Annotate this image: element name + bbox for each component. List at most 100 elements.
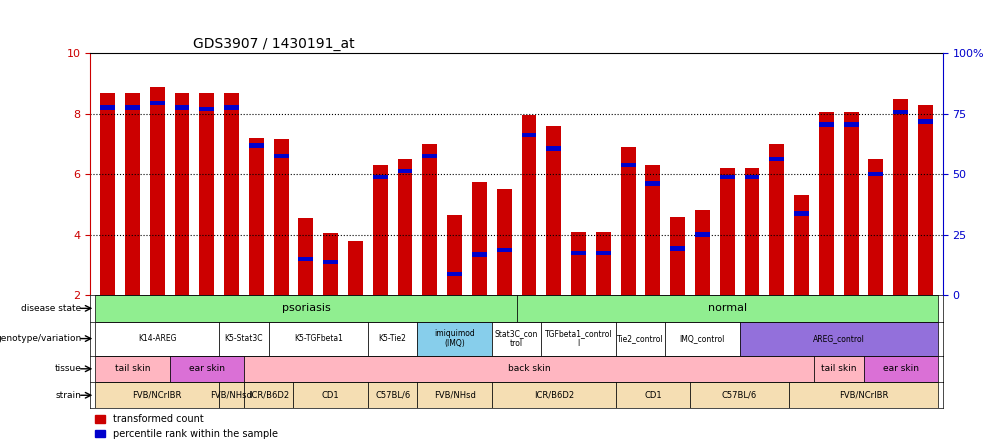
Y-axis label: tissue: tissue — [55, 365, 82, 373]
Bar — [496, 247, 511, 252]
Text: ICR/B6D2: ICR/B6D2 — [533, 391, 573, 400]
Bar — [149, 101, 164, 105]
Text: ear skin: ear skin — [882, 365, 918, 373]
Bar — [417, 321, 491, 356]
Bar — [243, 382, 294, 408]
Bar — [269, 321, 368, 356]
Text: FVB/NCrIBR: FVB/NCrIBR — [132, 391, 181, 400]
Bar — [348, 241, 363, 295]
Bar — [843, 122, 858, 127]
Text: FVB/NHsd: FVB/NHsd — [433, 391, 475, 400]
Bar — [299, 257, 313, 261]
Text: AREG_control: AREG_control — [812, 334, 864, 343]
Bar — [719, 168, 733, 295]
Bar — [223, 105, 238, 110]
Text: IMQ_control: IMQ_control — [679, 334, 724, 343]
Bar — [248, 143, 264, 148]
Bar — [814, 356, 863, 382]
Bar — [274, 139, 289, 295]
Bar — [644, 181, 659, 186]
Bar — [243, 356, 814, 382]
Bar — [274, 154, 289, 159]
Bar — [664, 321, 738, 356]
Bar — [843, 112, 858, 295]
Bar — [615, 382, 689, 408]
Text: FVB/NCrIBR: FVB/NCrIBR — [838, 391, 888, 400]
Bar — [689, 382, 789, 408]
Bar — [95, 382, 218, 408]
Text: K14-AREG: K14-AREG — [138, 334, 176, 343]
Bar — [125, 93, 139, 295]
Text: back skin: back skin — [507, 365, 550, 373]
Bar — [294, 382, 368, 408]
Bar — [694, 210, 709, 295]
Bar — [223, 93, 238, 295]
Bar — [447, 272, 462, 276]
Bar — [769, 157, 784, 161]
Text: GDS3907 / 1430191_at: GDS3907 / 1430191_at — [192, 37, 354, 51]
Bar — [669, 246, 684, 250]
Bar — [669, 217, 684, 295]
Text: FVB/NHsd: FVB/NHsd — [210, 391, 253, 400]
Bar — [100, 93, 115, 295]
Text: TGFbeta1_control
l: TGFbeta1_control l — [544, 329, 611, 348]
Bar — [694, 232, 709, 237]
Bar — [95, 356, 169, 382]
Y-axis label: strain: strain — [56, 391, 82, 400]
Bar — [323, 233, 338, 295]
Text: Tie2_control: Tie2_control — [616, 334, 663, 343]
Bar — [218, 321, 269, 356]
Bar — [368, 321, 417, 356]
Bar — [789, 382, 937, 408]
Text: CD1: CD1 — [322, 391, 339, 400]
Bar — [397, 159, 412, 295]
Bar — [546, 126, 560, 295]
Bar — [620, 163, 635, 167]
Y-axis label: genotype/variation: genotype/variation — [0, 334, 82, 343]
Bar — [422, 144, 437, 295]
Bar — [794, 195, 809, 295]
Bar — [917, 105, 932, 295]
Bar — [570, 232, 585, 295]
Bar — [248, 138, 264, 295]
Bar — [149, 87, 164, 295]
Bar — [546, 146, 560, 151]
Bar — [516, 295, 937, 321]
Bar — [595, 232, 610, 295]
Text: K5-Tie2: K5-Tie2 — [379, 334, 406, 343]
Bar — [719, 175, 733, 179]
Text: ear skin: ear skin — [188, 365, 224, 373]
Y-axis label: disease state: disease state — [21, 304, 82, 313]
Bar — [299, 218, 313, 295]
Bar — [491, 382, 615, 408]
Text: CD1: CD1 — [643, 391, 661, 400]
Bar — [472, 182, 486, 295]
Bar — [521, 115, 536, 295]
Bar — [521, 133, 536, 137]
Bar — [743, 168, 759, 295]
Text: normal: normal — [707, 303, 746, 313]
Bar — [95, 321, 218, 356]
Bar — [620, 147, 635, 295]
Bar — [125, 105, 139, 110]
Bar — [199, 93, 214, 295]
Text: tail skin: tail skin — [821, 365, 856, 373]
Bar — [818, 112, 833, 295]
Bar — [323, 260, 338, 264]
Bar — [373, 165, 388, 295]
Bar — [496, 189, 511, 295]
Bar — [868, 159, 883, 295]
Text: Stat3C_con
trol: Stat3C_con trol — [494, 329, 538, 348]
Bar — [100, 105, 115, 110]
Bar — [472, 252, 486, 257]
Bar — [199, 107, 214, 111]
Bar — [769, 144, 784, 295]
Text: C57BL/6: C57BL/6 — [721, 391, 757, 400]
Bar — [644, 165, 659, 295]
Bar — [397, 169, 412, 174]
Bar — [615, 321, 664, 356]
Text: imiquimod
(IMQ): imiquimod (IMQ) — [434, 329, 475, 348]
Bar — [174, 105, 189, 110]
Bar — [893, 110, 907, 115]
Legend: transformed count, percentile rank within the sample: transformed count, percentile rank withi… — [95, 414, 278, 439]
